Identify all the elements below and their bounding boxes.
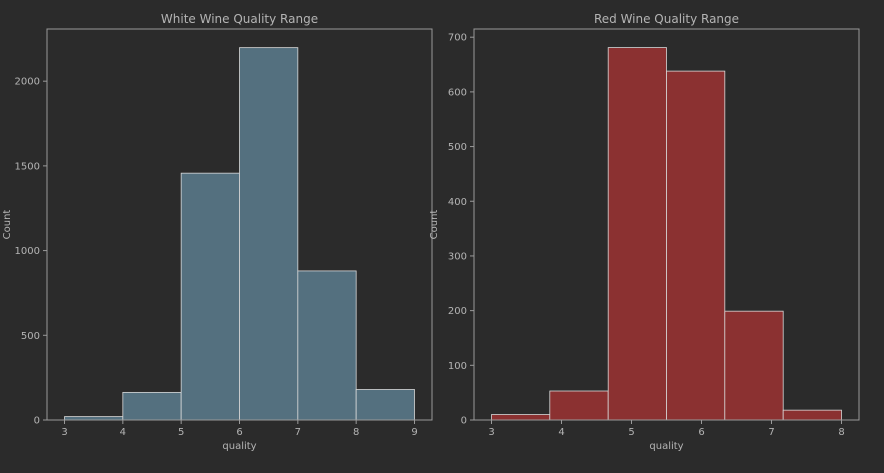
- white-y-tick-label: 2000: [15, 77, 40, 88]
- red-axes-frame: [473, 28, 860, 421]
- red-x-tick-label: 7: [768, 427, 774, 438]
- red-bar-6: [782, 409, 842, 421]
- red-y-tick-label: 700: [448, 33, 467, 44]
- red-x-tick-label: 3: [488, 427, 494, 438]
- white-x-tick-label: 6: [236, 427, 242, 438]
- white-x-tick-label: 8: [353, 427, 359, 438]
- red-chart-title: Red Wine Quality Range: [594, 12, 739, 26]
- red-y-tick-label: 300: [448, 251, 467, 262]
- white-y-tick-label: 500: [21, 331, 40, 342]
- white-bar-4: [239, 47, 299, 421]
- white-bar-6: [355, 389, 415, 421]
- white-bar-1: [64, 416, 124, 421]
- white-x-tick-label: 7: [295, 427, 301, 438]
- white-y-axis-label: Count: [2, 210, 13, 240]
- red-x-tick-label: 4: [558, 427, 564, 438]
- white-chart-title: White Wine Quality Range: [161, 12, 318, 26]
- red-x-tick-label: 8: [838, 427, 844, 438]
- white-y-tick-label: 0: [34, 416, 40, 427]
- white-y-tick-label: 1000: [15, 246, 40, 257]
- red-y-tick-label: 600: [448, 87, 467, 98]
- red-bar-3: [607, 47, 667, 421]
- red-bar-4: [666, 70, 726, 421]
- red-y-tick-label: 0: [461, 416, 467, 427]
- red-x-axis-label: quality: [649, 441, 683, 452]
- red-y-tick-label: 200: [448, 306, 467, 317]
- red-y-tick-label: 400: [448, 197, 467, 208]
- red-bar-5: [724, 310, 784, 421]
- red-bar-1: [491, 414, 551, 421]
- white-bar-3: [180, 172, 240, 421]
- white-bar-2: [122, 391, 182, 421]
- red-y-axis-label: Count: [429, 210, 440, 240]
- red-x-tick-label: 6: [698, 427, 704, 438]
- white-wine-chart: 3 4 5 6 7 8 9 0 500 1000 1500 2000 White Wine Qualit…: [2, 12, 433, 452]
- white-x-tick-label: 5: [178, 427, 184, 438]
- red-y-tick-label: 100: [448, 361, 467, 372]
- red-x-tick-label: 5: [628, 427, 634, 438]
- red-wine-chart: 3 4 5 6 7 8 0 100 200 300 400 500 600 700 Red Wine Qua…: [429, 12, 860, 452]
- white-x-tick-label: 4: [120, 427, 126, 438]
- white-x-tick-label: 9: [411, 427, 417, 438]
- white-x-tick-label: 3: [61, 427, 67, 438]
- white-x-axis-label: quality: [222, 441, 256, 452]
- red-bar-2: [549, 390, 609, 421]
- white-y-tick-label: 1500: [15, 161, 40, 172]
- white-bar-5: [297, 270, 357, 421]
- red-y-tick-label: 500: [448, 142, 467, 153]
